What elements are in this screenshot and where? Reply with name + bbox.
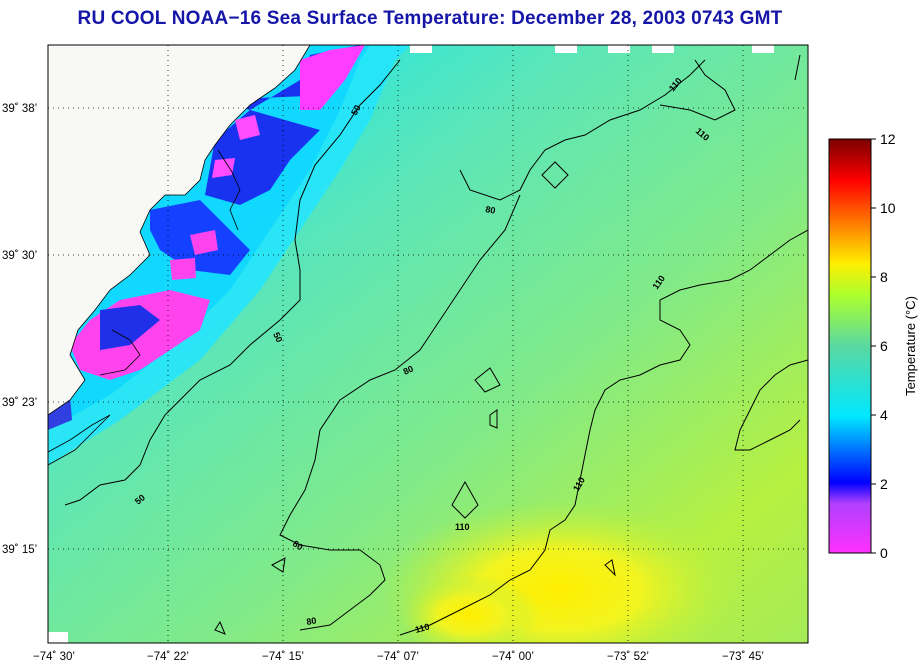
- contour-label: 80: [485, 204, 497, 216]
- colorbar-axis-label: Temperature (°C): [903, 296, 918, 396]
- lon-tick-label: −74˚ 15’: [262, 651, 304, 663]
- lat-tick-label: 39˚ 30’: [2, 250, 37, 262]
- colorbar-tick-label: 6: [880, 338, 888, 354]
- graticule: [48, 45, 808, 643]
- cold-pixel-patches: [48, 45, 365, 430]
- colorbar-tick-label: 12: [880, 131, 896, 147]
- lon-tick-label: −73˚ 45’: [722, 651, 764, 663]
- colorbar-tick-label: 10: [880, 200, 896, 216]
- colorbar-gradient: [828, 138, 872, 554]
- colorbar-tick-label: 2: [880, 476, 888, 492]
- lon-tick-label: −74˚ 00’: [492, 651, 534, 663]
- lat-tick-label: 39˚ 38’: [2, 103, 37, 115]
- contour-label: 110: [414, 622, 431, 635]
- land-mass: [48, 45, 311, 416]
- lon-tick-label: −73˚ 52’: [607, 651, 649, 663]
- colorbar-tick-label: 4: [880, 407, 888, 423]
- lat-tick-label: 39˚ 23’: [2, 397, 37, 409]
- lon-tick-label: −74˚ 07’: [377, 651, 419, 663]
- contour-label: 50: [271, 331, 284, 344]
- sst-field: 50 50 50 80 80 80 80 110 110 110 110 110…: [48, 45, 808, 643]
- lon-tick-label: −74˚ 22’: [147, 651, 189, 663]
- contour-label: 80: [306, 615, 318, 627]
- colorbar: 12 10 8 6 4 2 0 Temperature (°C): [828, 131, 918, 561]
- contour-label: 110: [455, 522, 470, 532]
- contour-label: 80: [291, 538, 305, 552]
- colorbar-tick-label: 8: [880, 269, 888, 285]
- lon-tick-label: −74˚ 30’: [33, 651, 75, 663]
- temperature-contours: [64, 54, 808, 636]
- contour-label: 80: [402, 364, 415, 377]
- colorbar-tick-label: 0: [880, 545, 888, 561]
- lat-tick-label: 39˚ 15’: [2, 544, 37, 556]
- map-frame: [47, 44, 809, 644]
- contour-label: 50: [133, 492, 147, 506]
- contour-label: 50: [349, 103, 363, 117]
- map-title: RU COOL NOAA−16 Sea Surface Temperature:…: [77, 8, 783, 29]
